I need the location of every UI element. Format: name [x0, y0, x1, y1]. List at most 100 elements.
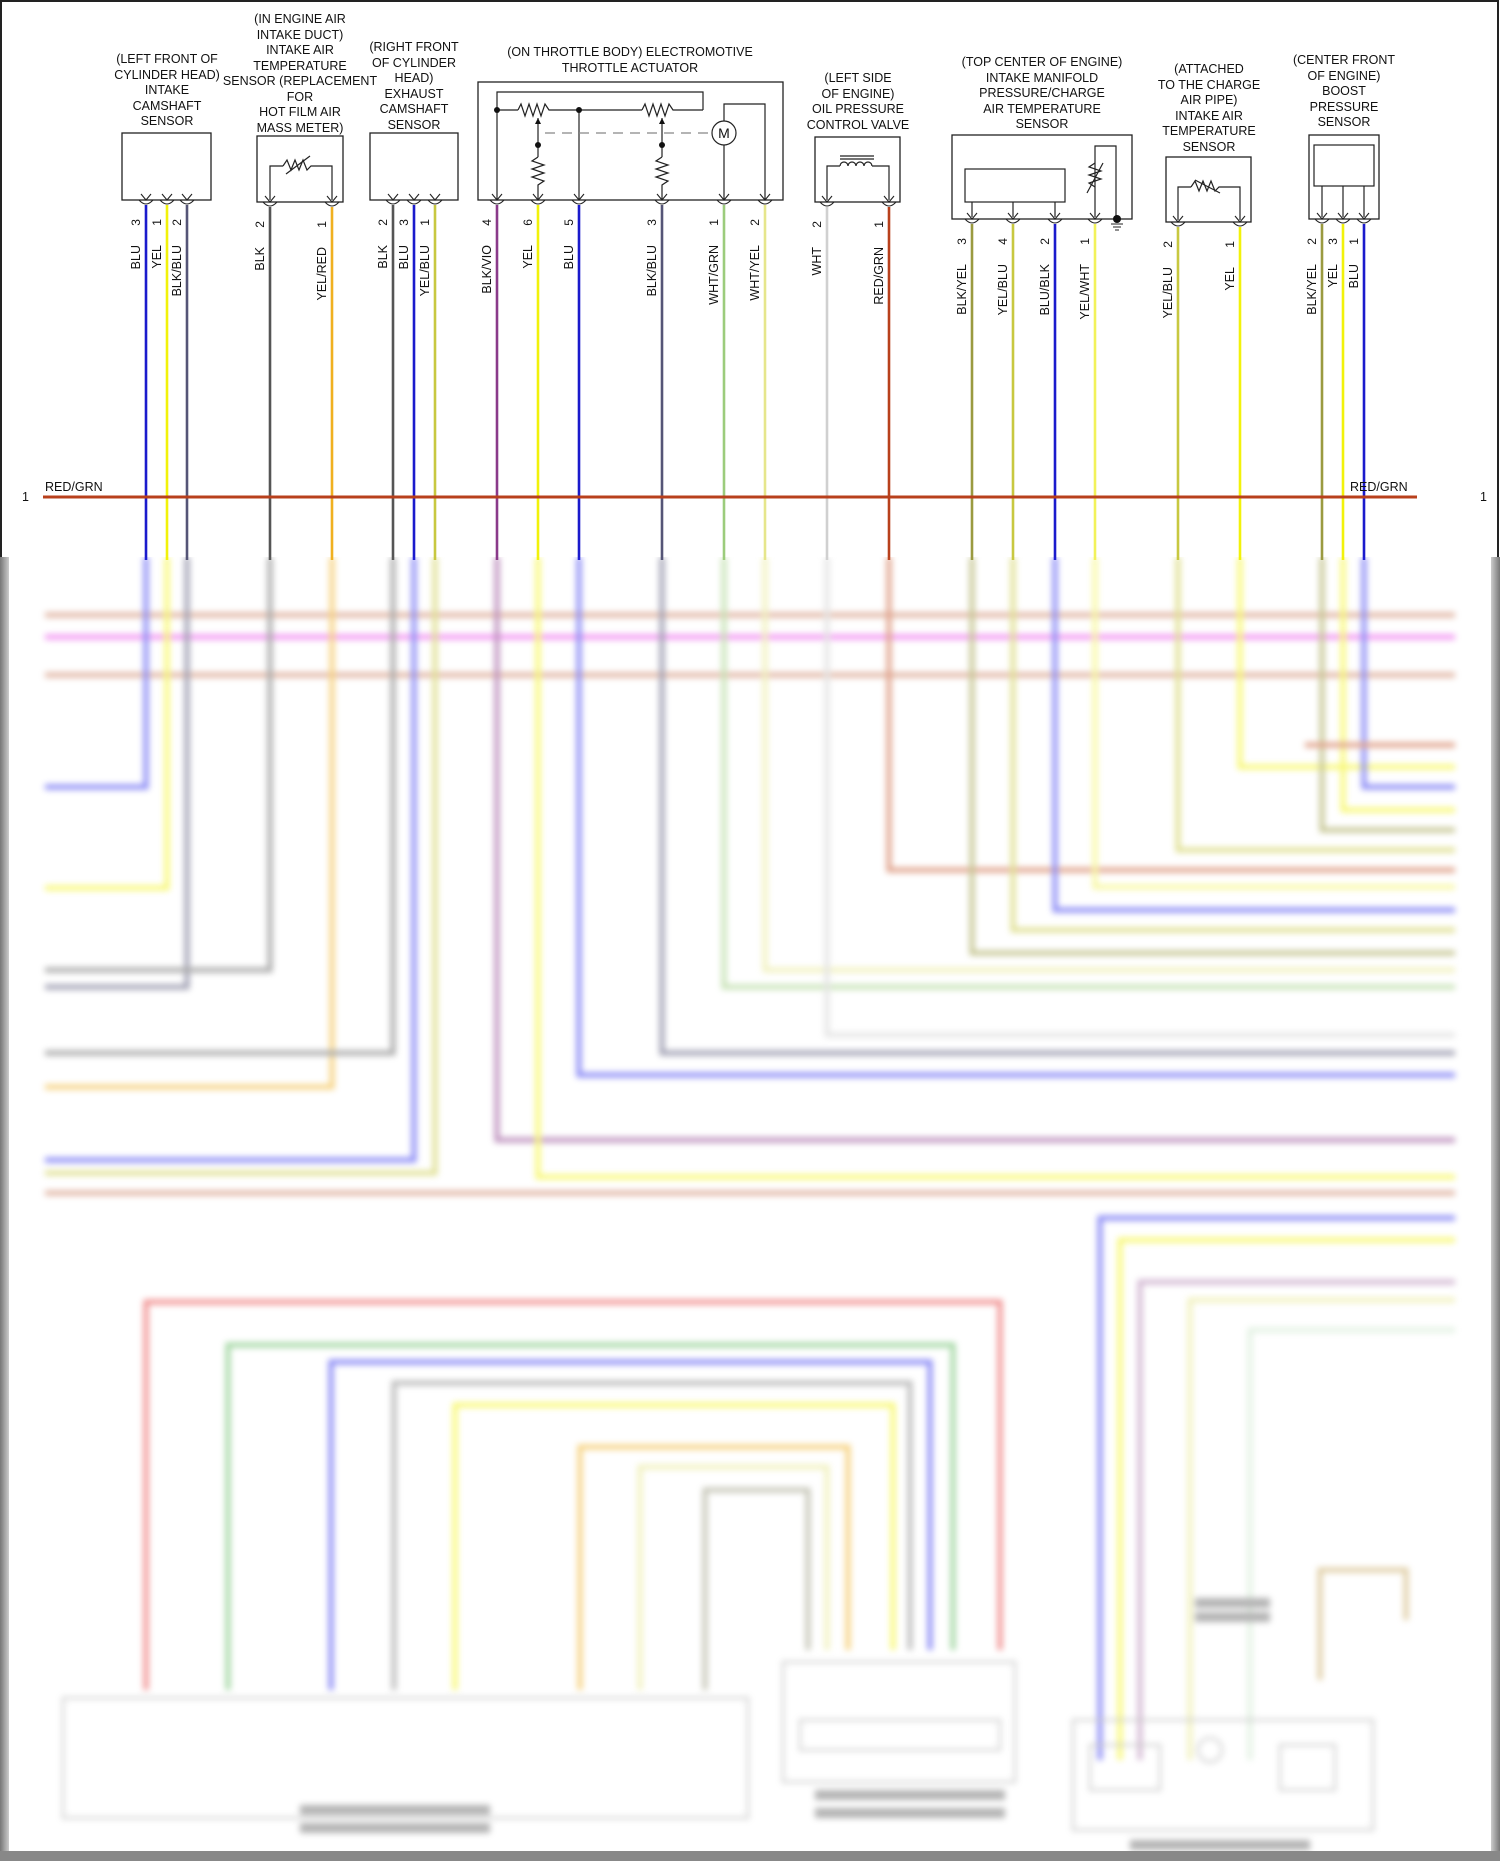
pin-number: 1: [315, 221, 329, 228]
pin-number: 3: [397, 219, 411, 226]
pin-number: 3: [129, 219, 143, 226]
iat-duct-title: (IN ENGINE AIR INTAKE DUCT) INTAKE AIR T…: [222, 12, 378, 135]
connector-pin: 1 YEL/WHT: [1078, 212, 1103, 320]
connector-pin: 1 YEL: [150, 193, 175, 269]
connector-pin: 1 BLU: [1347, 212, 1372, 288]
connector-pin: 2 BLU/BLK: [1038, 212, 1063, 315]
wire-color-label: YEL/RED: [315, 247, 329, 301]
exhaust-cam-title: (RIGHT FRONT OF CYLINDER HEAD) EXHAUST C…: [369, 40, 459, 132]
wire-color-label: BLK/VIO: [480, 245, 494, 294]
wire-color-label: RED/GRN: [872, 247, 886, 305]
charge-iat-title: (ATTACHED TO THE CHARGE AIR PIPE) INTAKE…: [1157, 62, 1261, 154]
wire-color-label: BLU: [1347, 264, 1361, 288]
electromotive-throttle-actuator: [477, 81, 784, 201]
pin-number: 2: [748, 219, 762, 226]
blurred-lower-section: [0, 557, 1500, 1861]
motor-icon: M: [718, 125, 730, 141]
connector-pin: 2 YEL/BLU: [1161, 215, 1186, 318]
wire-color-label: WHT/YEL: [748, 245, 762, 301]
connector-pin: 1 YEL/RED: [315, 195, 340, 301]
pin-number: 4: [996, 238, 1010, 245]
pin-number: 2: [810, 221, 824, 228]
wire-color-label: BLK/YEL: [955, 264, 969, 315]
intake-air-temp-sensor-duct: [256, 135, 344, 203]
wire-color-label: BLU: [562, 245, 576, 269]
connector-pin: 2 BLK/YEL: [1305, 212, 1330, 315]
intake-manifold-pressure-sensor: [951, 134, 1133, 220]
pin-number: 1: [707, 219, 721, 226]
ground-icon: [1111, 215, 1123, 231]
bus-pin-right: 1: [1480, 490, 1487, 504]
exhaust-camshaft-sensor: [369, 132, 459, 201]
wire-group: [144, 205, 1366, 560]
wire-color-label: YEL: [1223, 267, 1237, 291]
connector-pin: 5 BLU: [562, 193, 587, 269]
wire-color-label: YEL/BLU: [996, 264, 1010, 315]
connector-pin: 2 BLK: [253, 195, 278, 271]
connector-pin: 6 YEL: [521, 193, 546, 269]
charge-air-iat-sensor: [1165, 156, 1252, 223]
pin-number: 3: [955, 238, 969, 245]
wire-color-label: BLU: [129, 245, 143, 269]
pin-number: 2: [376, 219, 390, 226]
wire-color-label: YEL/WHT: [1078, 264, 1092, 320]
throttle-title: (ON THROTTLE BODY) ELECTROMOTIVE THROTTL…: [507, 45, 753, 75]
wire-color-label: BLK/BLU: [170, 245, 184, 296]
wire-color-label: BLK: [253, 246, 267, 270]
pin-number: 1: [1347, 238, 1361, 245]
wire-color-label: WHT/GRN: [707, 245, 721, 305]
pin-number: 2: [1038, 238, 1052, 245]
bus-label-right: RED/GRN: [1350, 480, 1408, 494]
pin-number: 5: [562, 219, 576, 226]
pin-number: 1: [418, 219, 432, 226]
wire-color-label: BLK: [376, 244, 390, 268]
connector-pin: 3 BLK/YEL: [955, 212, 980, 315]
right-border-blurred: [1491, 557, 1500, 1861]
pin-number: 6: [521, 219, 535, 226]
connector-pin: 2 BLK/BLU: [170, 193, 195, 296]
wire-color-label: YEL: [150, 245, 164, 269]
connector-pin: 2 WHT: [810, 195, 835, 276]
junction-dots: [494, 107, 665, 148]
pin-number: 2: [1305, 238, 1319, 245]
wire-color-label: YEL: [1326, 264, 1340, 288]
wire-color-label: YEL/BLU: [418, 245, 432, 296]
pin-number: 4: [480, 219, 494, 226]
wire-color-label: BLU: [397, 245, 411, 269]
oil-valve-title: (LEFT SIDE OF ENGINE) OIL PRESSURE CONTR…: [806, 71, 910, 132]
diagram-top-section: M: [0, 0, 1499, 560]
connector-pin: 4 YEL/BLU: [996, 212, 1021, 315]
pin-number: 3: [1326, 238, 1340, 245]
pin-number: 1: [1223, 241, 1237, 248]
map-sensor-title: (TOP CENTER OF ENGINE) INTAKE MANIFOLD P…: [961, 55, 1123, 131]
oil-pressure-control-valve: [814, 136, 901, 203]
intake-camshaft-sensor: [121, 132, 212, 201]
connector-pin: 3 BLK/BLU: [645, 193, 670, 296]
wire-color-label: YEL: [521, 245, 535, 269]
pin-number: 1: [872, 221, 886, 228]
connector-pin: 3 BLU: [129, 193, 154, 269]
wire-color-label: WHT: [810, 247, 824, 276]
bottom-border-blurred: [0, 1851, 1500, 1861]
pin-number: 3: [645, 219, 659, 226]
boost-pressure-sensor: [1308, 134, 1380, 220]
intake-cam-title: (LEFT FRONT OF CYLINDER HEAD) INTAKE CAM…: [114, 52, 220, 128]
connector-pin: 1 WHT/GRN: [707, 193, 732, 305]
page-border: [0, 0, 1499, 560]
connector-pin: 1 RED/GRN: [872, 195, 897, 305]
bus-pin-left: 1: [22, 490, 29, 504]
boost-title: (CENTER FRONT OF ENGINE) BOOST PRESSURE …: [1292, 53, 1396, 129]
pin-number: 2: [1161, 241, 1175, 248]
pin-number: 1: [1078, 238, 1092, 245]
wire-color-label: YEL/BLU: [1161, 267, 1175, 318]
wire-color-label: BLU/BLK: [1038, 263, 1052, 315]
pin-number: 2: [253, 221, 267, 228]
connector-pin: 1 YEL: [1223, 215, 1248, 291]
connector-pin: 2 WHT/YEL: [748, 193, 773, 301]
pin-number: 1: [150, 219, 164, 226]
connector-pin: 3 YEL: [1326, 212, 1351, 288]
left-border-blurred: [0, 557, 9, 1861]
wire-color-label: BLK/YEL: [1305, 264, 1319, 315]
connector-pin: 1 YEL/BLU: [418, 193, 443, 296]
